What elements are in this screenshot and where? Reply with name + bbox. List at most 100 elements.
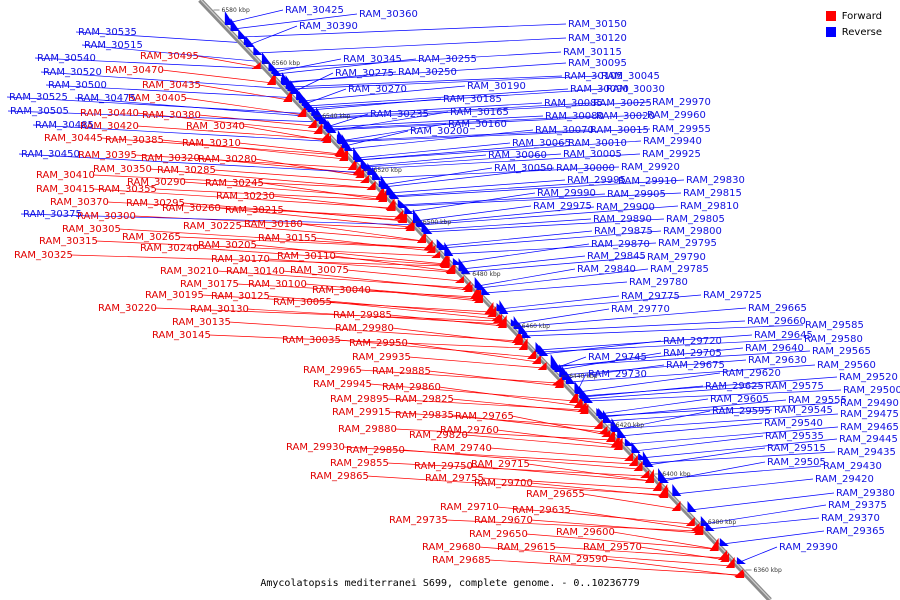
forward-gene-leader-line [208, 334, 525, 349]
forward-gene-label: RAM_29965 [303, 365, 362, 376]
reverse-gene-feature [337, 130, 347, 144]
forward-gene-label: RAM_30265 [122, 232, 181, 243]
reverse-gene-label: RAM_29575 [765, 381, 824, 392]
forward-gene-label: RAM_30230 [216, 191, 275, 202]
forward-gene-leader-line [272, 195, 393, 210]
forward-gene-leader-line [488, 559, 741, 576]
reverse-gene-label: RAM_30105 [564, 71, 623, 82]
forward-gene-leader-line [489, 447, 631, 460]
forward-gene-leader-line [182, 202, 404, 221]
reverse-gene-label: RAM_30270 [348, 84, 407, 95]
forward-gene-feature [359, 175, 369, 183]
forward-gene-leader-line [261, 182, 385, 201]
reverse-gene-label: RAM_30540 [37, 53, 96, 64]
forward-gene-leader-line [451, 398, 586, 413]
forward-gene-leader-line [161, 69, 273, 84]
legend-forward-label: Forward [841, 10, 882, 22]
forward-gene-label: RAM_30220 [98, 303, 157, 314]
reverse-gene-leader-line [256, 37, 567, 54]
reverse-gene-leader-line [363, 154, 487, 167]
reverse-gene-label: RAM_29790 [647, 252, 706, 263]
gene-labels: RAM_30495RAM_30470RAM_30435RAM_30405RAM_… [9, 5, 900, 566]
reverse-gene-label: RAM_30060 [488, 150, 547, 161]
gene-features [224, 11, 746, 578]
reverse-gene-feature [398, 201, 408, 208]
forward-gene-label: RAM_30055 [273, 297, 332, 308]
scale-tick-label: 6380 kbp [708, 519, 736, 526]
forward-gene-leader-line [213, 169, 366, 182]
reverse-gene-leader-line [32, 124, 341, 143]
forward-gene-feature [445, 263, 455, 273]
reverse-gene-label: RAM_30000 [556, 163, 615, 174]
reverse-gene-feature [736, 557, 746, 564]
forward-gene-feature [487, 306, 497, 317]
forward-gene-leader-line [402, 449, 640, 470]
forward-gene-label: RAM_30470 [105, 65, 164, 76]
forward-gene-label: RAM_29865 [310, 471, 369, 482]
reverse-gene-leader-line [477, 268, 576, 287]
reverse-gene-leader-line [310, 98, 442, 111]
forward-gene-leader-line [428, 370, 561, 387]
reverse-gene-label: RAM_29490 [840, 398, 899, 409]
forward-gene-leader-line [525, 533, 716, 550]
forward-gene-leader-line [386, 398, 584, 411]
forward-gene-label: RAM_30135 [172, 317, 231, 328]
reverse-gene-feature [261, 52, 271, 64]
forward-gene-feature [690, 523, 700, 531]
reverse-gene-label: RAM_29390 [779, 542, 838, 553]
genome-axis-highlight [200, 0, 772, 600]
reverse-gene-label: RAM_29625 [705, 381, 764, 392]
forward-gene-leader-line [196, 247, 446, 266]
forward-gene-label: RAM_29895 [330, 394, 389, 405]
forward-gene-feature [355, 168, 365, 178]
reverse-gene-leader-line [393, 179, 685, 198]
reverse-gene-leader-line [375, 166, 620, 179]
forward-gene-leader-line [267, 258, 453, 273]
reverse-gene-label: RAM_29955 [652, 124, 711, 135]
reverse-gene-label: RAM_29555 [788, 395, 847, 406]
reverse-gene-leader-line [381, 167, 493, 186]
reverse-gene-leader-line [513, 308, 610, 325]
forward-gene-feature [366, 183, 376, 190]
forward-gene-leader-line [496, 506, 692, 525]
forward-gene-label: RAM_30280 [198, 154, 257, 165]
forward-gene-label: RAM_30405 [128, 93, 187, 104]
forward-gene-label: RAM_29825 [395, 394, 454, 405]
reverse-gene-feature [602, 410, 612, 423]
reverse-gene-leader-line [347, 129, 534, 150]
forward-gene-label: RAM_29685 [432, 555, 491, 566]
legend-reverse: Reverse [825, 24, 882, 40]
forward-gene-label: RAM_30125 [211, 291, 270, 302]
reverse-gene-leader-line [627, 426, 839, 445]
reverse-gene-leader-line [722, 530, 825, 545]
forward-gene-feature [431, 251, 441, 258]
reverse-gene-leader-line [516, 307, 747, 328]
reverse-gene-label: RAM_29830 [686, 175, 745, 186]
forward-gene-label: RAM_30495 [140, 51, 199, 62]
forward-gene-feature [685, 517, 695, 526]
forward-gene-feature [601, 430, 611, 437]
reverse-gene-leader-line [356, 142, 511, 159]
reverse-gene-label: RAM_30255 [418, 54, 477, 65]
reverse-gene-leader-line [521, 320, 746, 333]
reverse-gene-label: RAM_30500 [48, 80, 107, 91]
reverse-gene-label: RAM_30235 [370, 109, 429, 120]
forward-gene-feature [378, 191, 387, 202]
reverse-gene-leader-line [271, 51, 562, 70]
reverse-gene-leader-line [542, 340, 662, 355]
reverse-gene-feature [550, 354, 560, 368]
reverse-gene-label: RAM_29780 [629, 277, 688, 288]
forward-gene-label: RAM_29740 [433, 443, 492, 454]
forward-gene-label: RAM_29835 [395, 410, 454, 421]
scale-tick-label: 6540 kbp [322, 113, 350, 120]
forward-gene-leader-line [242, 125, 329, 142]
forward-gene-leader-line [198, 84, 290, 101]
reverse-gene-feature [672, 484, 682, 496]
reverse-gene-label: RAM_29595 [712, 406, 771, 417]
forward-gene-leader-line [333, 255, 452, 272]
reverse-gene-leader-line [316, 102, 543, 117]
reverse-gene-label: RAM_30390 [299, 21, 358, 32]
forward-gene-label: RAM_30385 [105, 135, 164, 146]
reverse-gene-leader-line [634, 435, 764, 452]
forward-gene-label: RAM_30040 [312, 285, 371, 296]
